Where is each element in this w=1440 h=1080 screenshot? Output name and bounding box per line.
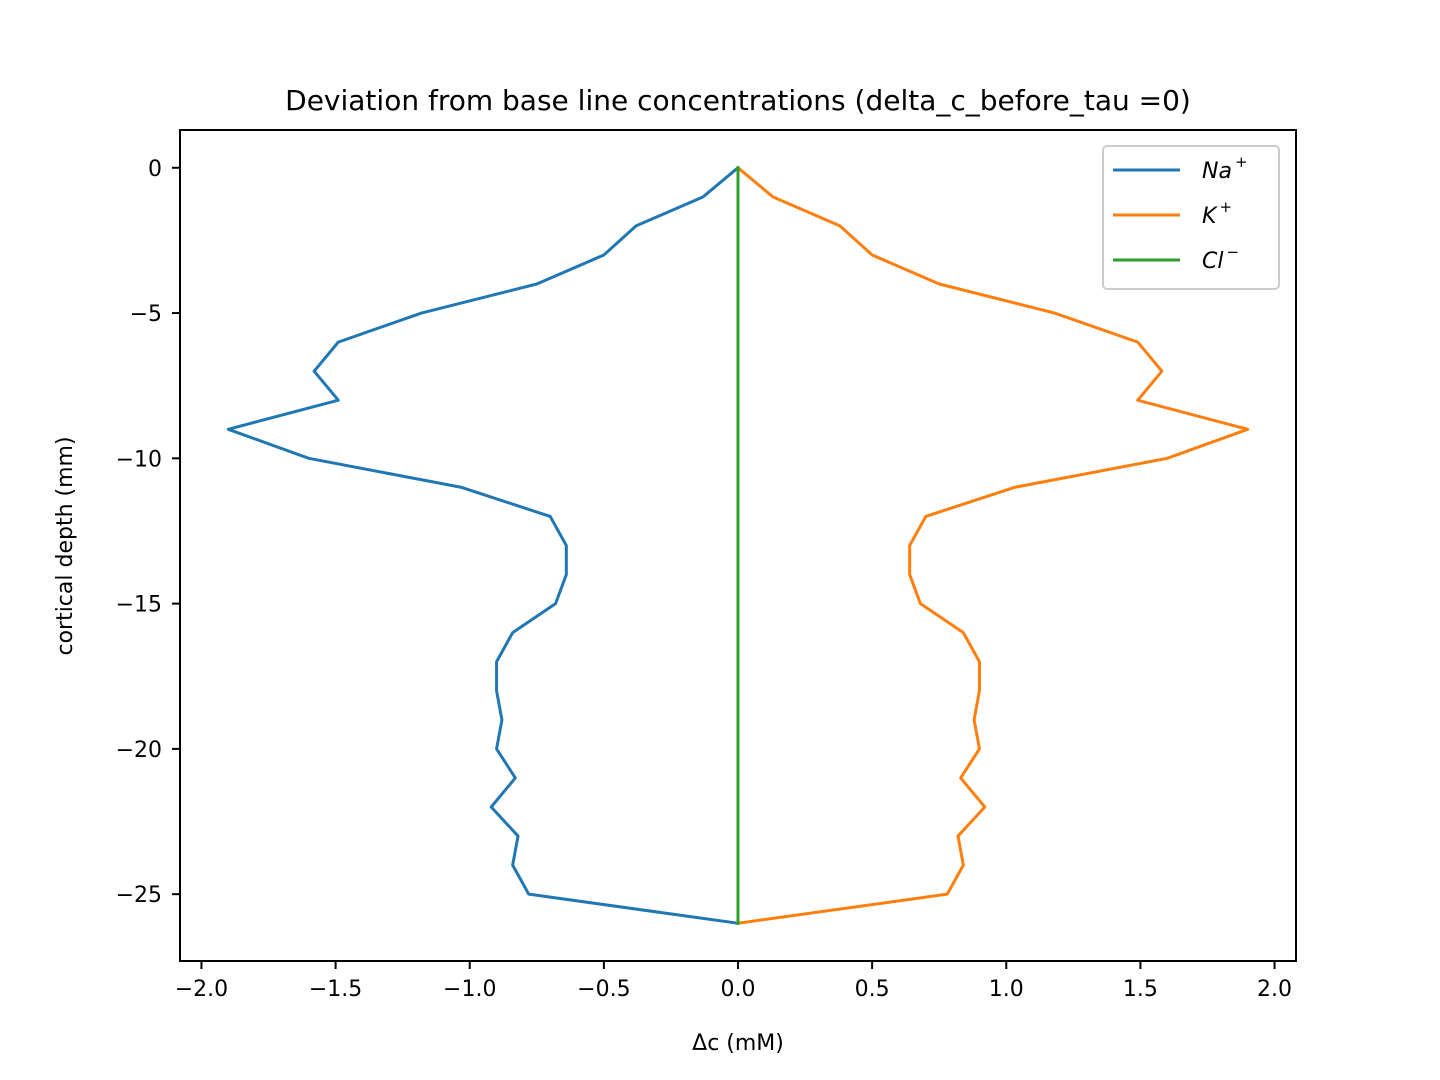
- y-tick-label: −25: [116, 883, 162, 908]
- y-tick-label: −10: [116, 447, 162, 472]
- x-tick-label: 1.0: [989, 977, 1024, 1002]
- y-axis-label: cortical depth (mm): [53, 436, 78, 655]
- y-tick-label: −15: [116, 593, 162, 618]
- x-tick-label: 2.0: [1257, 977, 1292, 1002]
- series-layer: [226, 165, 1250, 925]
- chart-title: Deviation from base line concentrations …: [285, 84, 1191, 117]
- y-axis-ticks: 0 −5 −10 −15 −20 −25: [116, 157, 180, 908]
- legend-label-charge: +: [1219, 198, 1232, 216]
- x-tick-label: 1.5: [1123, 977, 1158, 1002]
- legend-label-name: Na: [1202, 159, 1232, 184]
- x-tick-label: 0.5: [855, 977, 890, 1002]
- x-axis-label: Δc (mM): [692, 1031, 784, 1056]
- x-tick-label: −1.0: [443, 977, 496, 1002]
- x-axis-ticks: −2.0 −1.5 −1.0 −0.5 0.0 0.5 1.0 1.5 2.0: [175, 961, 1292, 1002]
- legend-label-cl: Cl −: [1202, 243, 1239, 274]
- x-tick-label: −1.5: [309, 977, 362, 1002]
- x-tick-label: −0.5: [577, 977, 630, 1002]
- y-tick-label: 0: [148, 157, 162, 182]
- series-line-k: [735, 165, 1250, 925]
- legend-box: [1102, 145, 1280, 290]
- y-tick-label: −5: [130, 302, 162, 327]
- legend-label-na: Na +: [1202, 153, 1248, 184]
- series-line-na: [226, 165, 741, 925]
- y-tick-label: −20: [116, 738, 162, 763]
- x-tick-label: 0.0: [721, 977, 756, 1002]
- legend-label-name: Cl: [1202, 249, 1223, 274]
- legend-label-name: K: [1202, 204, 1218, 229]
- x-tick-label: −2.0: [175, 977, 228, 1002]
- legend-label-charge: −: [1226, 243, 1239, 261]
- legend: Na +K +Cl −: [1102, 145, 1280, 290]
- legend-label-charge: +: [1235, 153, 1248, 171]
- legend-label-k: K +: [1202, 198, 1232, 229]
